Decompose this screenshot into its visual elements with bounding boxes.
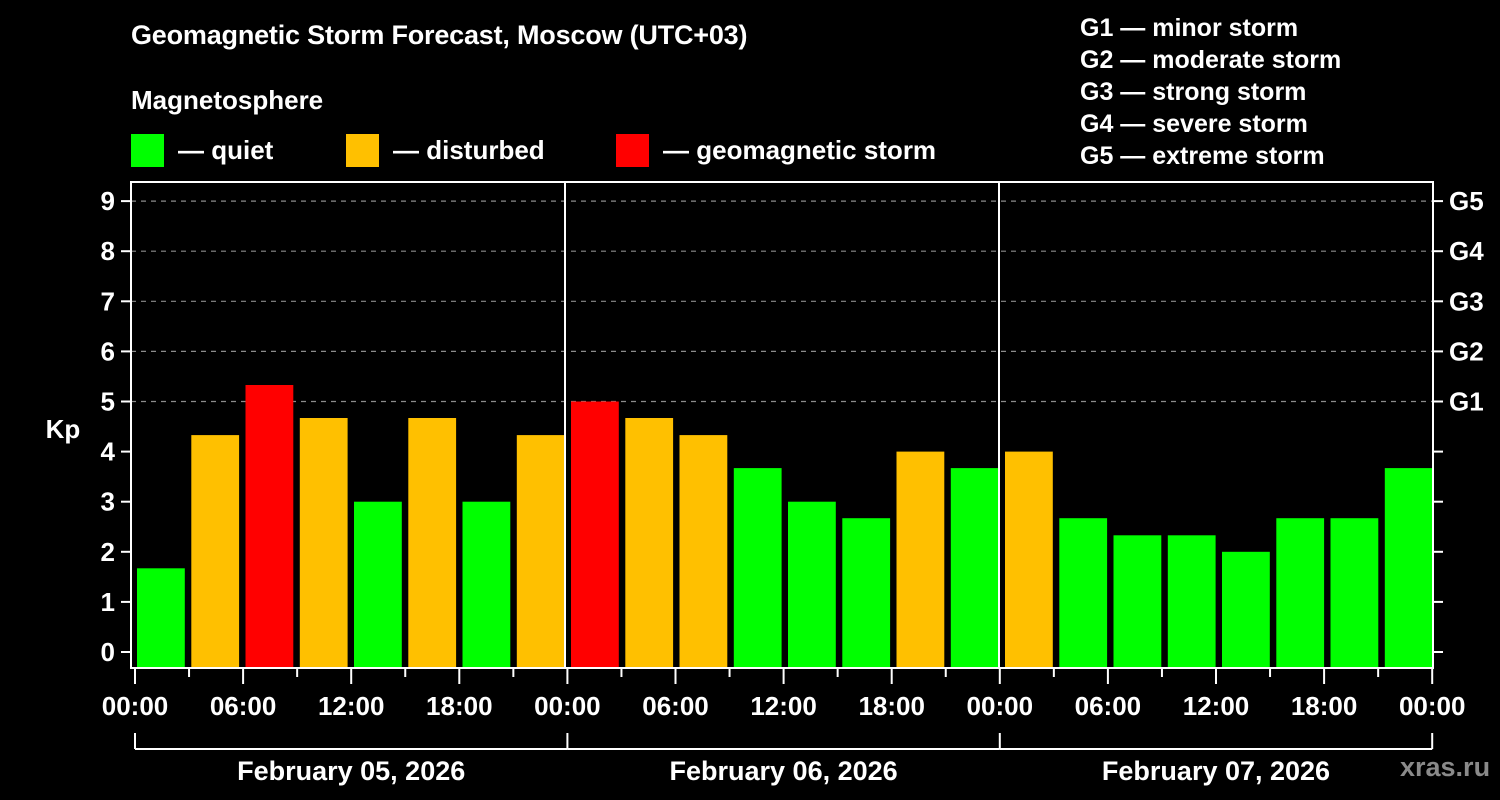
x-tick-label: 00:00: [967, 691, 1034, 721]
bar-quiet: [950, 468, 999, 668]
bar-disturbed: [896, 451, 945, 668]
plot-frame: [130, 181, 1434, 669]
bar-storm: [245, 385, 294, 668]
day-brackets: February 05, 2026 February 06, 2026 Februa…: [134, 733, 1434, 786]
g-scale-label: G2: [1449, 336, 1484, 366]
y-tick-label: 1: [101, 587, 115, 617]
storm-scale-g4: G4 — severe storm: [1080, 110, 1308, 138]
bar-disturbed: [516, 435, 565, 668]
y-tick-label: 3: [101, 487, 115, 517]
bar-disturbed: [625, 418, 674, 668]
y-tick-label: 2: [101, 537, 115, 567]
bar-disturbed: [679, 435, 728, 668]
bar-quiet: [788, 501, 836, 668]
day-label: February 06, 2026: [670, 756, 898, 786]
x-tick-label: 12:00: [1183, 691, 1250, 721]
y-tick-label: 6: [101, 336, 115, 366]
y-tick-label: 7: [101, 286, 115, 316]
x-tick-label: 06:00: [1075, 691, 1142, 721]
legend-swatch-storm: [616, 134, 649, 167]
storm-scale-g2: G2 — moderate storm: [1080, 46, 1342, 74]
day-label: February 05, 2026: [237, 756, 465, 786]
legend-heading: Magnetosphere: [131, 85, 324, 115]
x-tick-label: 12:00: [750, 691, 817, 721]
bar-quiet: [137, 568, 185, 668]
bar-disturbed: [408, 418, 457, 668]
bar-storm: [571, 401, 619, 668]
bar-quiet: [1330, 518, 1379, 668]
bar-disturbed: [191, 435, 240, 668]
bar-quiet: [1384, 468, 1433, 668]
g-scale-label: G4: [1449, 236, 1484, 266]
grid-lines: [131, 200, 1433, 403]
bar-disturbed: [299, 418, 348, 668]
y-tick-label: 5: [101, 387, 115, 417]
g-scale-label: G3: [1449, 286, 1484, 316]
legend-swatch-disturbed: [346, 134, 379, 167]
y-axis: 0 1 2 3 4 5 6 7 8 9: [101, 186, 131, 667]
legend-label-storm: — geomagnetic storm: [663, 135, 937, 165]
plot-border: [130, 181, 1434, 669]
g-scale-axis: G1 G2 G3 G4 G5: [1433, 186, 1484, 653]
storm-scale-g1: G1 — minor storm: [1080, 14, 1299, 42]
storm-scale-g3: G3 — strong storm: [1080, 78, 1307, 106]
x-axis: 00:00 06:00 12:00 18:00 00:00 06:00 12:00 18:00…: [102, 668, 1466, 721]
storm-scale-legend: G1 — minor storm G2 — moderate storm G3 …: [1080, 12, 1341, 172]
legend-label-quiet: — quiet: [178, 135, 274, 165]
x-tick-label: 00:00: [1399, 691, 1466, 721]
y-tick-label: 0: [101, 637, 115, 667]
bar-quiet: [1167, 535, 1216, 668]
bar-quiet: [1222, 551, 1270, 668]
y-tick-label: 8: [101, 236, 115, 266]
day-label: February 07, 2026: [1102, 756, 1330, 786]
bar-quiet: [733, 468, 782, 668]
legend-item-disturbed: — disturbed: [346, 134, 545, 167]
x-tick-label: 18:00: [1291, 691, 1358, 721]
g-scale-label: G5: [1449, 186, 1484, 216]
legend-item-storm: — geomagnetic storm: [616, 134, 936, 167]
bar-quiet: [1113, 535, 1162, 668]
storm-scale-g5: G5 — extreme storm: [1080, 142, 1325, 170]
y-axis-label: Kp: [46, 414, 81, 444]
y-tick-label: 9: [101, 186, 115, 216]
bar-disturbed: [1005, 451, 1053, 668]
x-tick-label: 18:00: [426, 691, 493, 721]
g-scale-label: G1: [1449, 387, 1484, 417]
x-tick-label: 12:00: [318, 691, 385, 721]
y-tick-label: 4: [101, 437, 116, 467]
bar-series: [137, 385, 1433, 668]
chart-title: Geomagnetic Storm Forecast, Moscow (UTC+…: [131, 20, 748, 50]
bar-quiet: [1276, 518, 1325, 668]
bar-quiet: [1059, 518, 1108, 668]
bar-quiet: [354, 501, 402, 668]
bar-quiet: [462, 501, 511, 668]
legend-item-quiet: — quiet: [131, 134, 273, 167]
x-tick-label: 00:00: [102, 691, 169, 721]
x-tick-label: 06:00: [210, 691, 277, 721]
legend-swatch-quiet: [131, 134, 164, 167]
bar-quiet: [842, 518, 891, 668]
x-tick-label: 06:00: [642, 691, 709, 721]
x-tick-label: 18:00: [858, 691, 925, 721]
x-tick-label: 00:00: [534, 691, 601, 721]
legend-label-disturbed: — disturbed: [393, 135, 545, 165]
watermark: xras.ru: [1400, 752, 1491, 782]
